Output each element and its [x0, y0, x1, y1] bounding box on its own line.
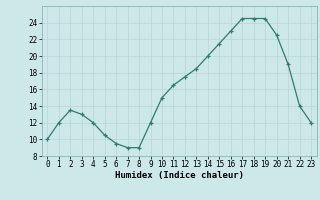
X-axis label: Humidex (Indice chaleur): Humidex (Indice chaleur) [115, 171, 244, 180]
